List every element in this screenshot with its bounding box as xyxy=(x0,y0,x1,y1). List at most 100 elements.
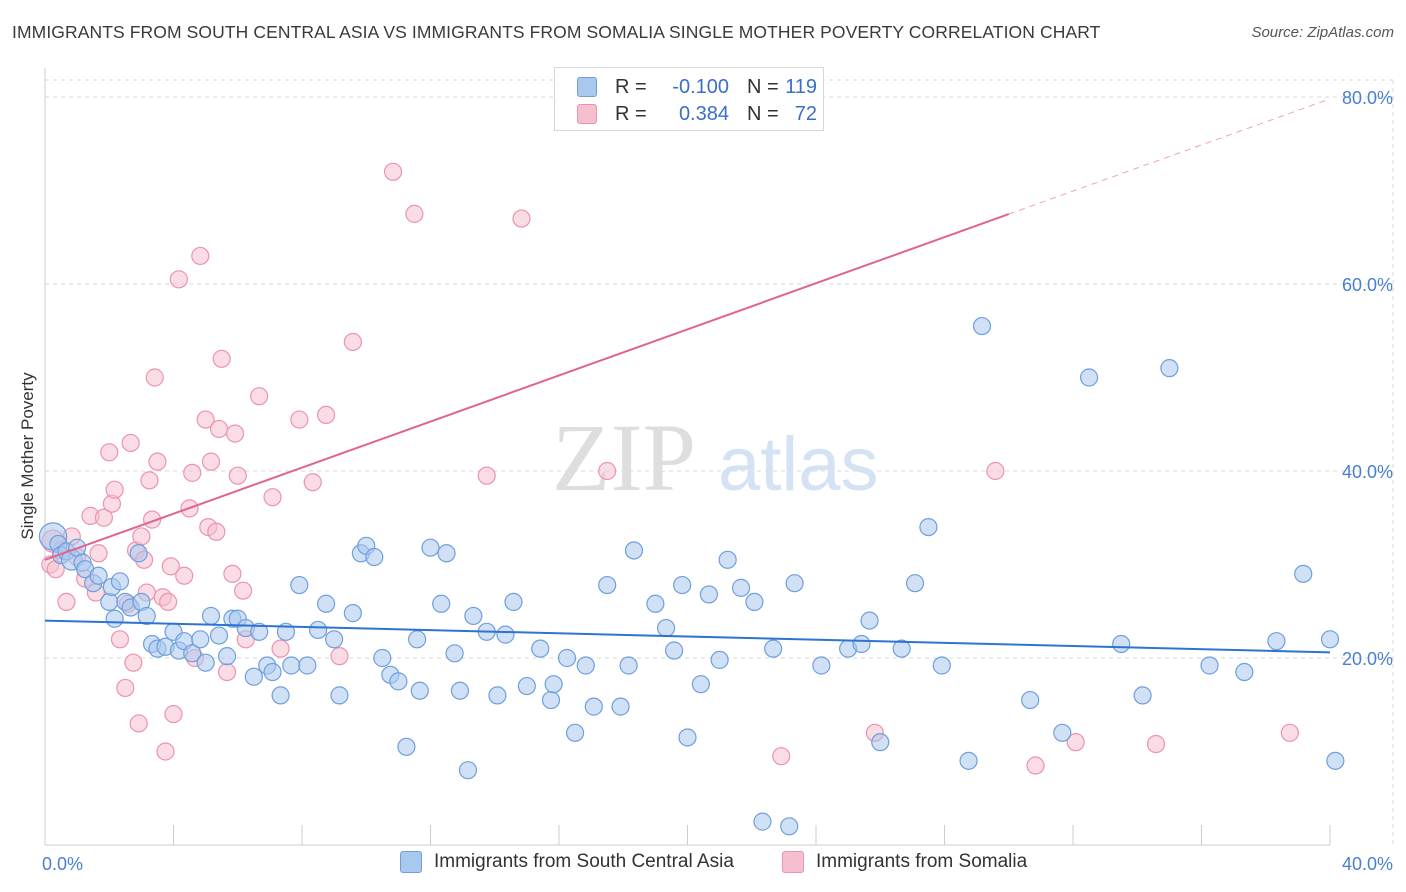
somalia-point xyxy=(772,747,791,766)
somalia-point xyxy=(303,473,322,492)
south-central-asia-point xyxy=(871,733,890,752)
somalia-point xyxy=(228,466,247,485)
south-central-asia-point xyxy=(410,681,429,700)
south-central-asia-point xyxy=(673,575,692,595)
south-central-asia-point xyxy=(544,675,563,694)
south-central-asia-point xyxy=(397,737,416,756)
bottom-legend-swatch-pink xyxy=(782,851,804,873)
south-central-asia-point xyxy=(421,538,440,557)
somalia-point xyxy=(598,461,617,481)
somalia-point xyxy=(129,714,148,733)
somalia-point xyxy=(271,639,290,658)
south-central-asia-point xyxy=(745,592,764,612)
south-central-asia-point xyxy=(464,606,483,626)
south-central-asia-point xyxy=(408,630,427,649)
somalia-point xyxy=(316,405,336,424)
somalia-point xyxy=(124,653,143,672)
south-central-asia-point xyxy=(780,817,799,836)
south-central-asia-point xyxy=(718,550,737,569)
south-central-asia-point xyxy=(678,728,697,747)
somalia-point xyxy=(159,592,178,612)
south-central-asia-point xyxy=(619,656,638,675)
south-central-asia-point xyxy=(785,574,804,593)
somalia-point xyxy=(191,246,210,266)
south-central-asia-point xyxy=(250,622,269,641)
south-central-asia-point xyxy=(1294,564,1313,583)
somalia-point xyxy=(383,162,403,181)
south-central-asia-point xyxy=(282,656,301,675)
somalia-point xyxy=(234,581,253,600)
south-central-asia-point xyxy=(504,592,523,612)
south-central-asia-points xyxy=(38,316,1345,836)
legend-n-label: N = xyxy=(747,75,779,98)
south-central-asia-point xyxy=(972,316,992,336)
somalia-point xyxy=(89,544,108,563)
legend-swatch-pink xyxy=(577,104,597,124)
x-tick-label-max: 40.0% xyxy=(1342,854,1393,874)
somalia-point xyxy=(512,209,531,228)
somalia-point xyxy=(207,522,226,541)
y-tick-label: 60.0% xyxy=(1342,275,1393,295)
south-central-asia-point xyxy=(919,517,938,537)
legend-n-value-pink: 72 xyxy=(794,102,817,125)
south-central-asia-point xyxy=(325,630,344,649)
somalia-point xyxy=(405,204,424,223)
south-central-asia-point xyxy=(209,626,229,645)
south-central-asia-point xyxy=(201,606,221,626)
south-central-asia-point xyxy=(1326,751,1345,770)
somalia-point xyxy=(169,270,188,289)
south-central-asia-point xyxy=(541,690,561,710)
somalia-point xyxy=(156,742,175,761)
somalia-point xyxy=(477,466,496,485)
south-central-asia-point xyxy=(764,639,783,658)
bottom-legend-item-pink: Immigrants from Somalia xyxy=(782,851,1027,873)
south-central-asia-point xyxy=(598,575,617,595)
south-central-asia-point xyxy=(217,647,237,666)
bottom-legend-item-blue: Immigrants from South Central Asia xyxy=(400,851,734,873)
south-central-asia-point xyxy=(1235,662,1254,682)
south-central-asia-point xyxy=(244,667,263,686)
south-central-asia-point xyxy=(959,751,978,770)
bottom-legend-label-pink: Immigrants from Somalia xyxy=(816,851,1028,872)
trendline-somalia-extension xyxy=(1008,98,1331,215)
somalia-point xyxy=(1026,756,1045,775)
somalia-point xyxy=(148,452,167,471)
somalia-point xyxy=(986,461,1005,481)
south-central-asia-point xyxy=(365,547,384,567)
south-central-asia-point xyxy=(1200,656,1219,675)
south-central-asia-point xyxy=(129,544,148,563)
south-central-asia-point xyxy=(271,686,290,705)
chart-title: IMMIGRANTS FROM SOUTH CENTRAL ASIA VS IM… xyxy=(12,22,1101,42)
somalia-point xyxy=(161,557,180,576)
south-central-asia-point xyxy=(932,656,951,675)
somalia-point xyxy=(1146,734,1166,754)
y-tick-label: 40.0% xyxy=(1342,462,1393,482)
south-central-asia-point xyxy=(458,761,478,780)
trendlines xyxy=(44,98,1331,654)
legend-n-label: N = xyxy=(747,102,779,125)
bottom-legend-label-blue: Immigrants from South Central Asia xyxy=(434,851,734,872)
south-central-asia-point xyxy=(646,594,665,613)
south-central-asia-point xyxy=(389,672,408,691)
somalia-point xyxy=(223,564,242,583)
south-central-asia-point xyxy=(557,648,577,668)
somalia-point xyxy=(263,488,282,507)
south-central-asia-point xyxy=(105,609,124,628)
south-central-asia-point xyxy=(196,653,215,672)
somalia-point xyxy=(1280,723,1299,742)
south-central-asia-point xyxy=(576,656,595,675)
south-central-asia-point xyxy=(691,675,710,694)
south-central-asia-point xyxy=(298,656,317,675)
legend-r-label: R = xyxy=(615,75,647,98)
south-central-asia-point xyxy=(290,575,309,595)
somalia-point xyxy=(290,410,309,429)
y-axis-title: Single Mother Poverty xyxy=(18,372,37,540)
somalia-point xyxy=(250,387,269,406)
legend-r-value-blue: -0.100 xyxy=(672,75,729,98)
south-central-asia-point xyxy=(496,625,515,644)
somalia-point xyxy=(145,368,164,387)
south-central-asia-point xyxy=(1160,359,1179,378)
somalia-point xyxy=(217,662,237,682)
south-central-asia-point xyxy=(1267,632,1286,651)
south-central-asia-point xyxy=(905,574,925,593)
